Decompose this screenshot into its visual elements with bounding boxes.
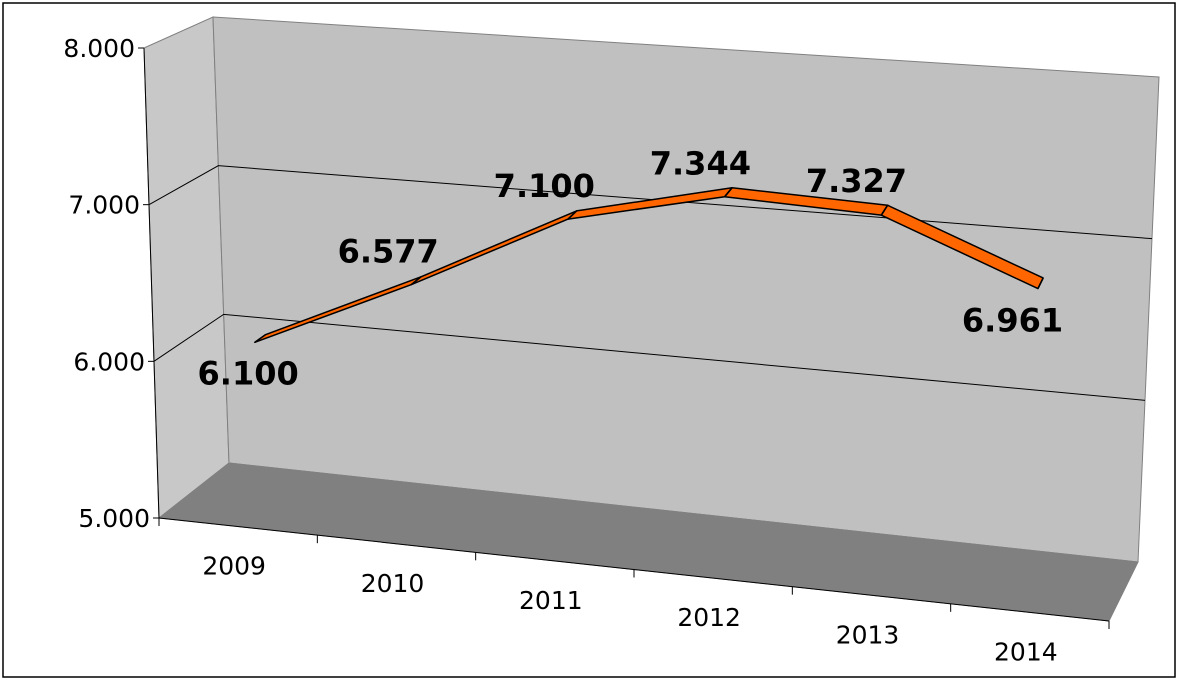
series-ribbon bbox=[254, 187, 1044, 344]
data-label: 6.100 bbox=[198, 355, 299, 393]
x-axis: 2009 2010 2011 2012 2013 2014 bbox=[158, 517, 1110, 666]
y-axis: 5.000 6.000 7.000 8.000 bbox=[63, 34, 160, 533]
x-tick-label: 2010 bbox=[361, 569, 425, 598]
y-tick-label: 7.000 bbox=[68, 191, 140, 220]
data-point bbox=[880, 204, 889, 216]
data-point bbox=[410, 276, 422, 286]
data-point bbox=[254, 334, 266, 343]
data-label: 7.344 bbox=[650, 144, 751, 182]
data-point bbox=[724, 187, 733, 198]
data-label: 6.961 bbox=[962, 301, 1063, 339]
y-axis-line bbox=[143, 47, 160, 519]
data-label: 7.327 bbox=[806, 162, 907, 200]
gridline bbox=[148, 165, 1153, 240]
y-tick-label: 5.000 bbox=[78, 504, 150, 533]
x-tick-label: 2009 bbox=[202, 552, 266, 581]
data-label: 6.577 bbox=[338, 233, 439, 271]
data-point bbox=[567, 210, 578, 220]
x-tick-label: 2014 bbox=[994, 637, 1058, 666]
data-labels: 6.100 6.577 7.100 7.344 7.327 6.961 bbox=[198, 144, 1064, 392]
x-tick-label: 2013 bbox=[836, 620, 900, 649]
x-tick-label: 2012 bbox=[677, 603, 741, 632]
y-tick-label: 8.000 bbox=[63, 34, 135, 63]
x-tick-label: 2011 bbox=[519, 586, 583, 615]
data-point bbox=[1037, 277, 1044, 289]
data-label: 7.100 bbox=[494, 167, 595, 205]
gridlines bbox=[148, 165, 1153, 401]
y-tick-label: 6.000 bbox=[73, 347, 145, 376]
gridline bbox=[153, 313, 1146, 401]
